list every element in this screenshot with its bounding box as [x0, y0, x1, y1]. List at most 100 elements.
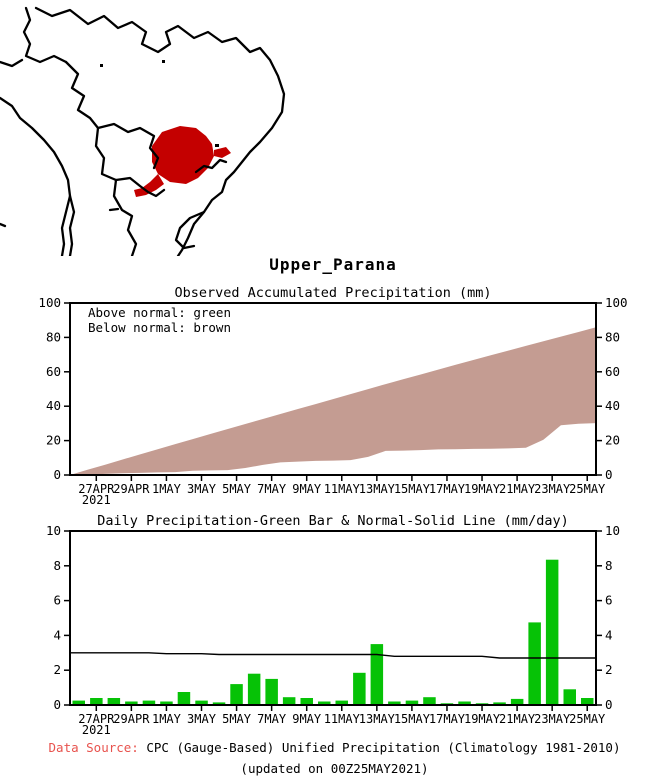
- daily-bar: [142, 700, 156, 705]
- y-tick-label-right: 10: [605, 523, 620, 538]
- y-tick-label-right: 6: [605, 593, 613, 608]
- x-tick-label: 11MAY: [324, 482, 361, 496]
- data-source-line: Data Source: CPC (Gauge-Based) Unified P…: [0, 740, 669, 755]
- x-year-label: 2021: [82, 493, 111, 507]
- y-tick-label-left: 10: [46, 523, 61, 538]
- y-tick-label-right: 8: [605, 558, 613, 573]
- daily-bar: [318, 701, 331, 705]
- daily-bar: [230, 684, 243, 705]
- map-coastlines: [0, 6, 286, 256]
- x-tick-label: 25MAY: [569, 712, 606, 726]
- y-tick-label-right: 80: [605, 329, 620, 344]
- y-tick-label-right: 0: [605, 697, 613, 712]
- daily-bar: [125, 701, 138, 705]
- x-tick-label: 5MAY: [222, 482, 252, 496]
- map-specks: [100, 60, 219, 147]
- legend-line: Above normal: green: [88, 305, 231, 320]
- y-tick-label-left: 20: [46, 433, 61, 448]
- x-tick-label: 21MAY: [499, 482, 536, 496]
- y-tick-label-left: 0: [53, 697, 61, 712]
- daily-bar: [282, 697, 296, 705]
- x-tick-label: 1MAY: [152, 712, 182, 726]
- x-tick-label: 15MAY: [394, 482, 431, 496]
- region-map: [0, 6, 286, 256]
- plot-box: [69, 530, 597, 706]
- x-tick-label: 11MAY: [324, 712, 361, 726]
- y-tick-label-right: 20: [605, 433, 620, 448]
- daily-bar: [90, 698, 103, 705]
- x-tick-label: 19MAY: [464, 482, 501, 496]
- daily-bar: [247, 673, 261, 705]
- y-tick-label-left: 100: [38, 295, 61, 310]
- data-source-text: CPC (Gauge-Based) Unified Precipitation …: [146, 740, 621, 755]
- daily-bar: [177, 692, 191, 705]
- daily-bar: [265, 678, 278, 705]
- daily-bar: [458, 701, 471, 705]
- updated-line: (updated on 00Z25MAY2021): [240, 761, 429, 776]
- x-tick-label: 9MAY: [292, 482, 322, 496]
- daily-bar: [107, 698, 121, 705]
- daily-bar: [212, 702, 226, 705]
- x-tick-label: 23MAY: [534, 482, 571, 496]
- daily-bar: [370, 644, 384, 705]
- footer: Data Source: CPC (Gauge-Based) Unified P…: [0, 740, 669, 782]
- x-tick-label: 9MAY: [292, 712, 322, 726]
- map-red-region: [134, 126, 231, 197]
- y-tick-label-right: 40: [605, 398, 620, 413]
- legend-line: Below normal: brown: [88, 320, 231, 335]
- y-tick-label-right: 4: [605, 627, 613, 642]
- y-tick-label-left: 80: [46, 329, 61, 344]
- y-tick-label-left: 4: [53, 627, 61, 642]
- daily-bar: [335, 700, 348, 705]
- y-tick-label-right: 100: [605, 295, 628, 310]
- y-tick-label-left: 6: [53, 593, 61, 608]
- y-tick-label-right: 0: [605, 467, 613, 482]
- x-tick-label: 17MAY: [429, 712, 466, 726]
- daily-bar: [423, 697, 436, 705]
- daily-bar: [160, 701, 173, 705]
- x-tick-label: 21MAY: [499, 712, 536, 726]
- daily-bar: [545, 559, 559, 705]
- x-tick-label: 1MAY: [152, 482, 182, 496]
- plot-box: [69, 302, 597, 476]
- normal-line: [70, 652, 596, 659]
- x-tick-label: 5MAY: [222, 712, 252, 726]
- daily-bar: [510, 698, 524, 705]
- daily-bar: [581, 698, 594, 705]
- daily-bar: [353, 672, 366, 705]
- y-tick-label-left: 40: [46, 398, 61, 413]
- daily-bar: [493, 702, 506, 705]
- x-tick-label: 29APR: [113, 482, 150, 496]
- chart-title: Daily Precipitation-Green Bar & Normal-S…: [97, 515, 568, 529]
- y-tick-label-right: 60: [605, 364, 620, 379]
- daily-bar: [563, 689, 576, 705]
- x-tick-label: 13MAY: [359, 482, 396, 496]
- data-source-label: Data Source:: [48, 740, 139, 755]
- x-tick-label: 15MAY: [394, 712, 431, 726]
- daily-bar: [300, 698, 313, 705]
- x-tick-label: 27APR: [78, 482, 115, 496]
- daily-bar: [388, 701, 401, 705]
- y-tick-label-left: 60: [46, 364, 61, 379]
- x-tick-label: 3MAY: [187, 482, 217, 496]
- x-tick-label: 7MAY: [257, 482, 287, 496]
- x-tick-label: 27APR: [78, 712, 115, 726]
- x-tick-label: 7MAY: [257, 712, 287, 726]
- daily-bar: [528, 622, 541, 705]
- daily-bar: [405, 700, 419, 705]
- daily-bar: [72, 700, 85, 705]
- x-tick-label: 19MAY: [464, 712, 501, 726]
- daily-bar: [195, 700, 208, 705]
- y-tick-label-left: 8: [53, 558, 61, 573]
- y-tick-label-left: 0: [53, 467, 61, 482]
- x-tick-label: 17MAY: [429, 482, 466, 496]
- x-tick-label: 23MAY: [534, 712, 571, 726]
- y-tick-label-right: 2: [605, 662, 613, 677]
- y-tick-label-left: 2: [53, 662, 61, 677]
- x-tick-label: 3MAY: [187, 712, 217, 726]
- x-tick-label: 13MAY: [359, 712, 396, 726]
- x-tick-label: 29APR: [113, 712, 150, 726]
